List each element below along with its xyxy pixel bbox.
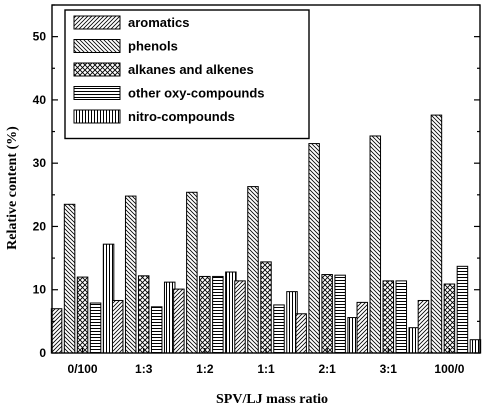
- bar-phenols-4: [247, 186, 259, 354]
- y-tick-label: 20: [33, 219, 47, 233]
- bar-aromatics-6: [356, 301, 369, 354]
- legend-label: other oxy-compounds: [128, 86, 265, 101]
- x-tick-label: 100/0: [434, 362, 464, 376]
- bar-phenols-3: [186, 191, 198, 354]
- bar-aromatics-1: [50, 308, 63, 354]
- y-tick-label: 50: [33, 30, 47, 44]
- legend: aromatics phenols alkanes and alkenes other…: [64, 9, 310, 140]
- bar-phenols-2: [124, 195, 137, 354]
- x-axis-title: SPV/LJ mass ratio: [216, 392, 328, 407]
- x-tick-label: 1:2: [196, 362, 214, 376]
- bar-aromatics-5: [295, 313, 307, 354]
- bar-alkanes-and-alkenes-7: [443, 283, 456, 354]
- bar-other-oxy-compounds-3: [212, 275, 224, 354]
- x-tick-label: 2:1: [318, 362, 336, 376]
- legend-label: alkanes and alkenes: [128, 62, 254, 77]
- x-tick-label: 3:1: [380, 362, 398, 376]
- bar-phenols-6: [369, 135, 382, 354]
- bar-alkanes-and-alkenes-4: [260, 261, 272, 354]
- bar-other-oxy-compounds-5: [334, 274, 346, 354]
- bar-phenols-1: [63, 203, 76, 354]
- legend-swatch: [73, 39, 121, 53]
- bar-alkanes-and-alkenes-6: [382, 280, 395, 354]
- x-tick-label: 0/100: [68, 362, 98, 376]
- legend-swatch: [73, 109, 121, 124]
- y-axis-title: Relative content (%): [5, 126, 20, 250]
- legend-swatch: [73, 62, 121, 77]
- bar-phenols-5: [308, 143, 320, 354]
- x-tick-label: 1:1: [257, 362, 275, 376]
- y-tick-label: 0: [39, 346, 46, 360]
- bar-aromatics-2: [111, 299, 124, 354]
- y-tick-label: 40: [33, 93, 47, 107]
- x-tick-label: 1:3: [135, 362, 153, 376]
- bar-nitro-compounds-7: [469, 339, 482, 354]
- legend-label: aromatics: [128, 15, 189, 30]
- bar-other-oxy-compounds-6: [395, 280, 408, 354]
- legend-label: nitro-compounds: [128, 109, 235, 124]
- bar-other-oxy-compounds-1: [89, 302, 102, 354]
- bar-aromatics-3: [173, 288, 185, 354]
- bar-alkanes-and-alkenes-2: [137, 275, 150, 354]
- bar-other-oxy-compounds-2: [150, 306, 163, 354]
- bar-aromatics-7: [417, 299, 430, 354]
- y-tick-label: 10: [33, 283, 47, 297]
- bar-other-oxy-compounds-4: [273, 304, 285, 354]
- bar-phenols-7: [430, 114, 443, 354]
- bar-other-oxy-compounds-7: [456, 265, 469, 354]
- y-tick-label: 30: [33, 156, 47, 170]
- bar-aromatics-4: [234, 280, 246, 354]
- legend-swatch: [73, 15, 121, 30]
- legend-swatch: [73, 86, 121, 100]
- bar-alkanes-and-alkenes-1: [76, 276, 89, 354]
- bars-layer: [50, 114, 482, 354]
- bar-alkanes-and-alkenes-3: [199, 275, 211, 354]
- axes-layer: 0 10 20 30 40 50 0/100 1:3 1:2 1:1 2:1 3:1 100/0: [33, 4, 481, 376]
- bar-alkanes-and-alkenes-5: [321, 274, 333, 354]
- legend-label: phenols: [128, 39, 178, 54]
